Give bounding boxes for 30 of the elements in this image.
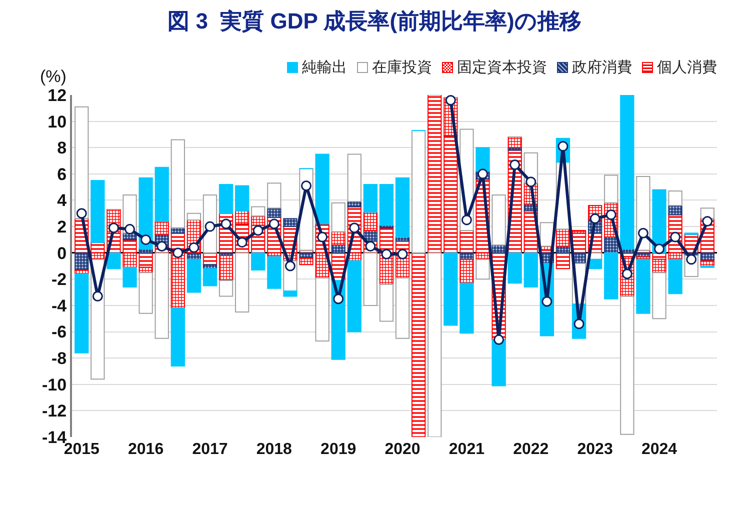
y-tick-label: -8	[51, 349, 67, 368]
y-tick-label: 10	[48, 112, 67, 132]
chart-title: 図 3 実質 GDP 成長率(前期比年率)の推移	[168, 8, 582, 34]
y-tick-label: -10	[42, 375, 67, 394]
x-tick-label: 2022	[513, 441, 549, 458]
y-tick-label: -2	[51, 270, 67, 290]
legend-label: 政府消費	[572, 58, 632, 77]
y-tick-label: 6	[57, 164, 67, 184]
x-tick-label: 2020	[384, 441, 420, 458]
y-tick-label: -4	[51, 296, 68, 316]
legend-label: 個人消費	[657, 58, 717, 77]
y-axis-title: (%)	[40, 67, 66, 86]
legend-label: 固定資本投資	[457, 58, 547, 77]
y-tick-label: -6	[51, 322, 67, 342]
x-tick-label: 2017	[192, 441, 228, 458]
x-tick-label: 2024	[641, 441, 678, 458]
y-tick-label: 4	[57, 191, 68, 210]
y-tick-label: -12	[42, 402, 67, 421]
x-tick-label: 2019	[320, 441, 356, 458]
x-tick-label: 2021	[448, 441, 485, 458]
x-tick-label: 2018	[256, 441, 292, 458]
y-tick-label: 2	[57, 217, 67, 236]
x-tick-label: 2023	[577, 441, 613, 458]
legend-label: 純輸出	[302, 58, 347, 77]
y-tick-label: 8	[57, 138, 67, 158]
y-tick-label: 0	[57, 244, 67, 263]
x-tick-label: 2016	[128, 441, 164, 458]
y-tick-label: 12	[48, 86, 67, 105]
x-tick-label: 2015	[64, 441, 100, 458]
legend-label: 在庫投資	[372, 58, 432, 77]
